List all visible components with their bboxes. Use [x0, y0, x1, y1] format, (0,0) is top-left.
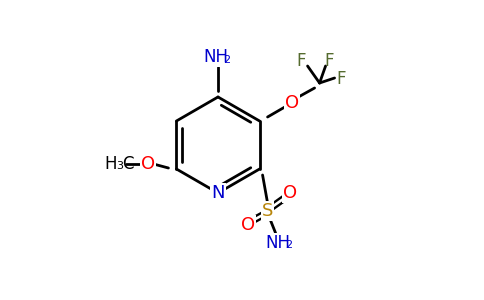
Text: H: H	[104, 155, 117, 173]
Text: O: O	[285, 94, 299, 112]
Text: F: F	[297, 52, 306, 70]
Text: 2: 2	[224, 55, 230, 65]
Text: N: N	[211, 184, 225, 202]
Text: O: O	[283, 184, 297, 202]
Text: O: O	[141, 155, 155, 173]
Text: F: F	[337, 70, 347, 88]
Text: NH: NH	[203, 48, 228, 66]
Text: F: F	[325, 52, 334, 70]
Text: 2: 2	[285, 240, 292, 250]
Text: 3: 3	[116, 161, 123, 171]
Text: C: C	[121, 155, 133, 173]
Text: S: S	[262, 202, 273, 220]
Text: NH: NH	[265, 234, 290, 252]
Text: O: O	[241, 216, 255, 234]
